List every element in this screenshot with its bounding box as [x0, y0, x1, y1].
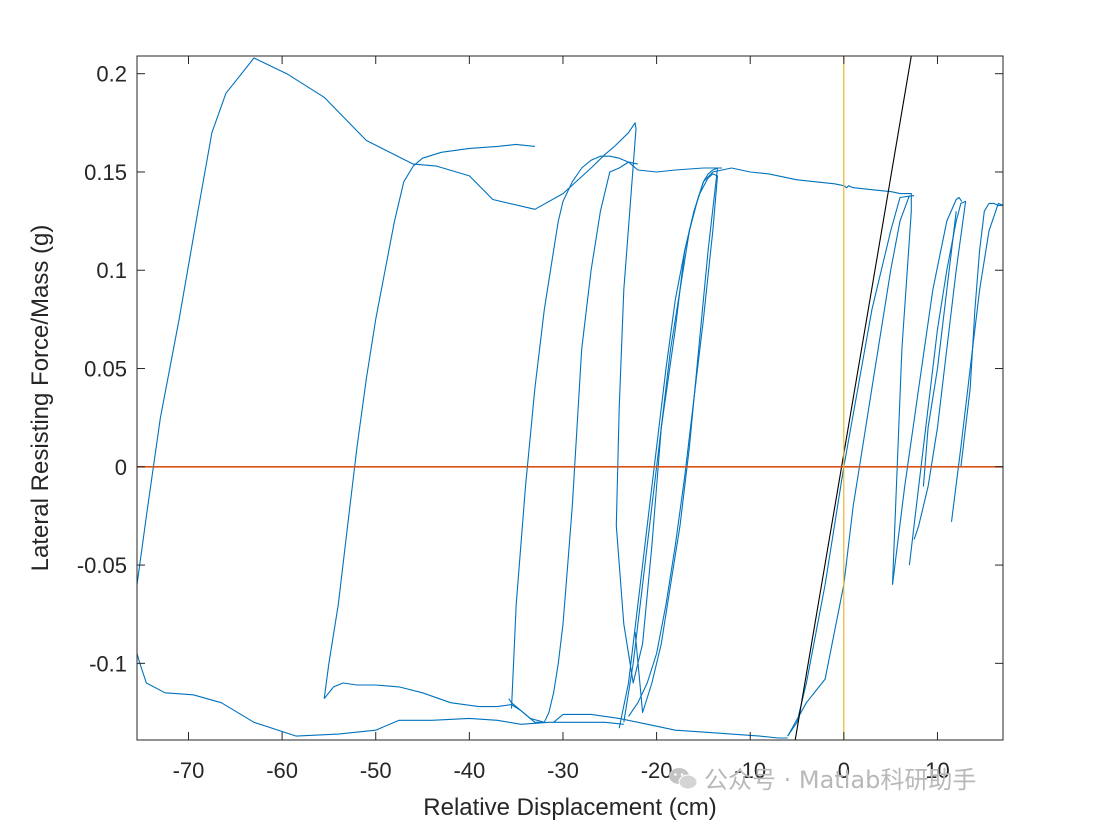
hysteresis-series-12 — [908, 200, 967, 566]
y-axis-label: Lateral Resisting Force/Mass (g) — [27, 225, 54, 572]
y-tick-label: 0.1 — [96, 258, 127, 283]
x-tick-label: -70 — [173, 758, 205, 783]
axes-box — [136, 55, 1004, 741]
x-axis-label: Relative Displacement (cm) — [423, 794, 716, 821]
hysteresis-series-14 — [960, 202, 1003, 467]
x-tick-label: 0 — [838, 758, 850, 783]
x-tick-label: -40 — [453, 758, 485, 783]
x-tick-label: 10 — [925, 758, 949, 783]
hysteresis-series-2 — [137, 653, 624, 737]
plot-area — [137, 56, 1003, 740]
y-tick-label: 0 — [115, 455, 127, 480]
series-layer — [137, 56, 1003, 740]
y-tick-label: 0.15 — [84, 160, 127, 185]
hysteresis-series-4 — [510, 155, 639, 709]
x-tick-label: -50 — [360, 758, 392, 783]
wechat-icon — [669, 768, 698, 790]
y-tick-label: 0.2 — [96, 62, 127, 87]
hysteresis-series-10 — [787, 195, 910, 737]
hysteresis-series-7 — [618, 167, 719, 729]
y-tick-label: -0.1 — [89, 651, 127, 676]
x-tick-label: -20 — [641, 758, 673, 783]
hysteresis-series-13 — [950, 202, 1003, 522]
hysteresis-series-1 — [323, 143, 535, 699]
watermark-text: 公众号 · Matlab科研助手 — [704, 766, 977, 794]
hysteresis-series-11 — [891, 196, 963, 585]
hysteresis-series-0 — [137, 57, 912, 684]
y-tick-label: -0.05 — [77, 553, 127, 578]
x-tick-label: -60 — [266, 758, 298, 783]
hysteresis-series-15 — [922, 211, 957, 487]
watermark: 公众号 · Matlab科研助手 — [668, 760, 976, 795]
hysteresis-series-5 — [508, 161, 723, 723]
x-tick-label: -10 — [734, 758, 766, 783]
x-tick-label: -30 — [547, 758, 579, 783]
stiffness-line-series-18 — [794, 56, 912, 740]
hysteresis-series-6 — [553, 713, 788, 739]
y-tick-label: 0.05 — [84, 357, 127, 382]
tick-layer: -70 -60 -50 -40 -30 -20 -10 0 10 -0.1 -0.05 0 0.05 0.… — [77, 56, 1003, 783]
